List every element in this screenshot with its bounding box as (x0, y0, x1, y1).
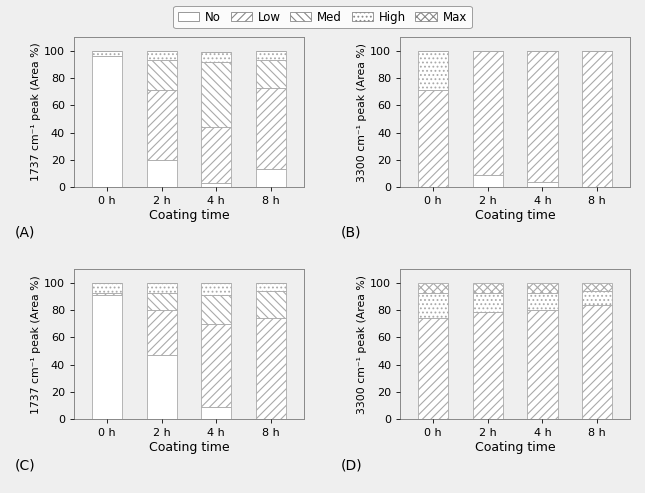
Bar (92, 283, 122, 292)
Bar (201, 183, 232, 187)
X-axis label: Coating time: Coating time (475, 441, 555, 454)
Bar (528, 292, 557, 310)
Bar (256, 60, 286, 88)
Y-axis label: 1737 cm⁻¹ peak (Area %): 1737 cm⁻¹ peak (Area %) (31, 43, 41, 181)
Bar (256, 283, 286, 291)
Bar (256, 88, 286, 169)
Bar (256, 169, 286, 187)
Text: (B): (B) (341, 226, 361, 240)
Bar (473, 292, 503, 312)
Bar (582, 291, 612, 305)
Text: (C): (C) (14, 458, 35, 472)
Bar (418, 283, 448, 292)
Bar (418, 90, 448, 187)
Bar (92, 56, 122, 187)
Bar (146, 355, 177, 419)
Bar (146, 292, 177, 310)
Bar (473, 175, 503, 187)
Bar (201, 407, 232, 419)
X-axis label: Coating time: Coating time (475, 209, 555, 222)
Bar (473, 51, 503, 175)
Bar (201, 283, 232, 295)
Bar (146, 283, 177, 292)
Bar (146, 90, 177, 160)
Bar (201, 52, 232, 62)
Bar (528, 310, 557, 419)
Legend: No, Low, Med, High, Max: No, Low, Med, High, Max (174, 6, 471, 28)
Bar (582, 51, 612, 187)
Y-axis label: 1737 cm⁻¹ peak (Area %): 1737 cm⁻¹ peak (Area %) (31, 275, 41, 414)
Bar (256, 51, 286, 60)
Bar (201, 62, 232, 127)
Bar (146, 160, 177, 187)
Text: (D): (D) (341, 458, 362, 472)
Bar (473, 283, 503, 292)
Bar (528, 51, 557, 181)
Bar (256, 318, 286, 419)
Bar (146, 310, 177, 355)
Bar (146, 51, 177, 60)
Bar (582, 283, 612, 291)
X-axis label: Coating time: Coating time (148, 441, 229, 454)
Bar (528, 283, 557, 292)
Bar (582, 305, 612, 419)
Bar (146, 60, 177, 90)
Bar (528, 181, 557, 187)
Bar (418, 51, 448, 90)
Bar (418, 292, 448, 318)
Bar (201, 295, 232, 324)
Bar (473, 312, 503, 419)
Bar (92, 51, 122, 56)
Bar (418, 318, 448, 419)
Bar (92, 295, 122, 419)
Y-axis label: 3300 cm⁻¹ peak (Area %): 3300 cm⁻¹ peak (Area %) (357, 42, 368, 181)
Bar (201, 127, 232, 183)
Bar (92, 292, 122, 295)
X-axis label: Coating time: Coating time (148, 209, 229, 222)
Y-axis label: 3300 cm⁻¹ peak (Area %): 3300 cm⁻¹ peak (Area %) (357, 275, 368, 414)
Bar (256, 291, 286, 318)
Bar (201, 324, 232, 407)
Text: (A): (A) (14, 226, 35, 240)
